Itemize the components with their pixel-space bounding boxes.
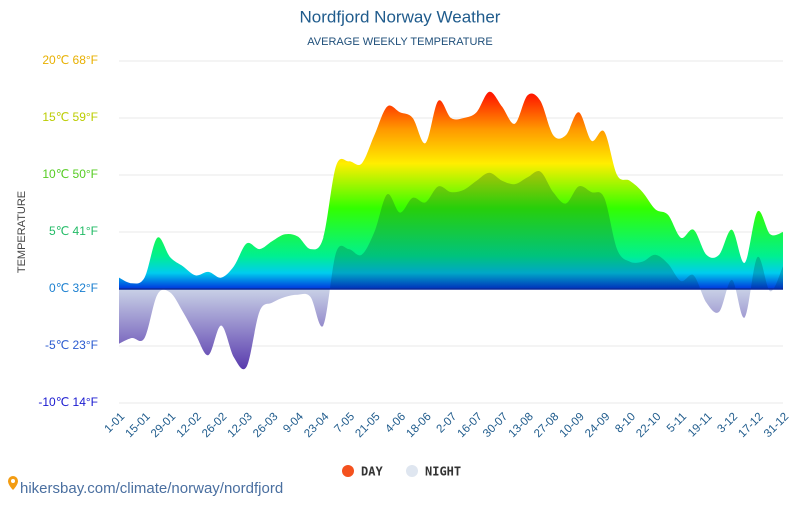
pin-dot [11,479,15,483]
x-tick-label: 24-09 [583,411,612,440]
x-tick-label: 12-02 [175,411,204,440]
y-tick-label: 10℃ 50°F [42,167,98,181]
chart-subtitle: AVERAGE WEEKLY TEMPERATURE [307,36,492,48]
legend-label: DAY [361,465,383,479]
x-tick-label: 15-01 [124,411,153,440]
x-tick-label: 13-08 [507,411,536,440]
y-tick-label: -10℃ 14°F [38,395,98,409]
y-tick-label: 5℃ 41°F [49,224,98,238]
chart-title: Nordfjord Norway Weather [300,7,501,26]
x-tick-label: 10-09 [558,411,587,440]
footer-text: hikersbay.com/climate/norway/nordfjord [20,480,283,497]
y-tick-label: 20℃ 68°F [42,53,98,67]
x-tick-label: 26-02 [200,411,229,440]
x-tick-label: 29-01 [149,411,178,440]
y-tick-label: 15℃ 59°F [42,110,98,124]
legend-label: NIGHT [425,465,461,479]
y-tick-label: -5℃ 23°F [45,338,98,352]
x-tick-label: 31-12 [762,411,791,440]
legend-swatch [342,465,354,477]
x-tick-label: 23-04 [302,410,332,440]
legend-item: DAY [342,465,383,479]
x-tick-label: 27-08 [532,411,561,440]
y-axis-title: TEMPERATURE [16,191,28,273]
area-0 [119,91,783,290]
x-tick-label: 12-03 [226,411,255,440]
legend-item: NIGHT [406,465,461,479]
x-tick-label: 16-07 [456,411,485,440]
x-tick-label: 18-06 [404,411,433,440]
x-tick-label: 17-12 [736,411,765,440]
x-tick-label: 21-05 [353,411,382,440]
legend-swatch [406,465,418,477]
x-tick-label: 22-10 [634,411,663,440]
x-tick-label: 30-07 [481,411,510,440]
y-tick-label: 0℃ 32°F [49,281,98,295]
footer: hikersbay.com/climate/norway/nordfjord [8,476,283,497]
x-tick-label: 19-11 [686,411,715,440]
area-1 [119,170,783,370]
x-tick-label: 26-03 [251,411,280,440]
